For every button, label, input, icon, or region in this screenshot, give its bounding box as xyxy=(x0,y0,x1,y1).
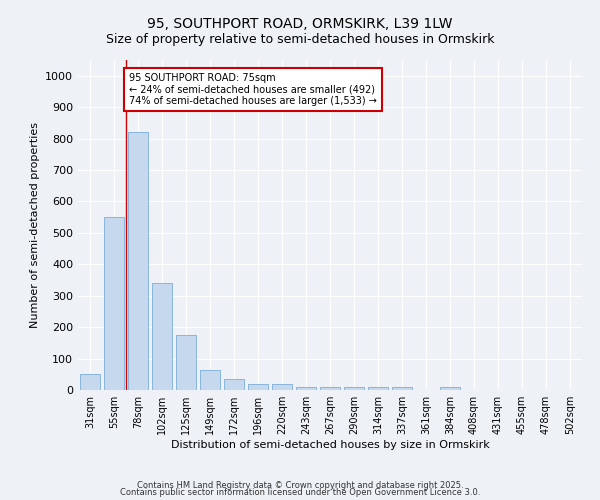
Bar xyxy=(152,283,172,390)
Text: 95, SOUTHPORT ROAD, ORMSKIRK, L39 1LW: 95, SOUTHPORT ROAD, ORMSKIRK, L39 1LW xyxy=(147,18,453,32)
Bar xyxy=(392,388,412,390)
Text: Size of property relative to semi-detached houses in Ormskirk: Size of property relative to semi-detach… xyxy=(106,32,494,46)
Bar xyxy=(344,387,364,390)
Bar xyxy=(128,132,148,390)
Bar xyxy=(80,374,100,390)
Text: 95 SOUTHPORT ROAD: 75sqm
← 24% of semi-detached houses are smaller (492)
74% of : 95 SOUTHPORT ROAD: 75sqm ← 24% of semi-d… xyxy=(129,72,377,106)
Bar xyxy=(320,387,340,390)
Bar xyxy=(296,387,316,390)
Bar xyxy=(248,384,268,390)
Text: Contains public sector information licensed under the Open Government Licence 3.: Contains public sector information licen… xyxy=(120,488,480,497)
Y-axis label: Number of semi-detached properties: Number of semi-detached properties xyxy=(29,122,40,328)
Bar xyxy=(104,217,124,390)
Bar xyxy=(200,370,220,390)
X-axis label: Distribution of semi-detached houses by size in Ormskirk: Distribution of semi-detached houses by … xyxy=(170,440,490,450)
Bar xyxy=(176,335,196,390)
Bar xyxy=(224,379,244,390)
Bar xyxy=(272,384,292,390)
Bar xyxy=(440,388,460,390)
Text: Contains HM Land Registry data © Crown copyright and database right 2025.: Contains HM Land Registry data © Crown c… xyxy=(137,480,463,490)
Bar xyxy=(368,388,388,390)
